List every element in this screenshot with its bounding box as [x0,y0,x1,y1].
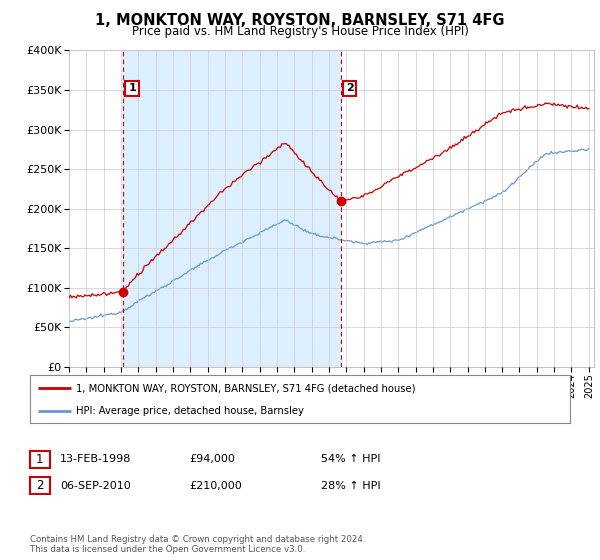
Text: 1: 1 [36,452,44,466]
Text: £210,000: £210,000 [189,480,242,491]
Text: Price paid vs. HM Land Registry's House Price Index (HPI): Price paid vs. HM Land Registry's House … [131,25,469,38]
Text: This data is licensed under the Open Government Licence v3.0.: This data is licensed under the Open Gov… [30,545,305,554]
Bar [123,50,341,367]
Text: 54% ↑ HPI: 54% ↑ HPI [321,454,380,464]
Text: 28% ↑ HPI: 28% ↑ HPI [321,480,380,491]
Text: 1: 1 [128,83,136,94]
Text: 13-FEB-1998: 13-FEB-1998 [60,454,131,464]
Text: 2: 2 [36,479,44,492]
Text: 1, MONKTON WAY, ROYSTON, BARNSLEY, S71 4FG: 1, MONKTON WAY, ROYSTON, BARNSLEY, S71 4… [95,13,505,28]
Text: £94,000: £94,000 [189,454,235,464]
Text: Contains HM Land Registry data © Crown copyright and database right 2024.: Contains HM Land Registry data © Crown c… [30,535,365,544]
Text: 1, MONKTON WAY, ROYSTON, BARNSLEY, S71 4FG (detached house): 1, MONKTON WAY, ROYSTON, BARNSLEY, S71 4… [76,383,415,393]
Text: HPI: Average price, detached house, Barnsley: HPI: Average price, detached house, Barn… [76,406,304,416]
Text: 06-SEP-2010: 06-SEP-2010 [60,480,131,491]
Text: 2: 2 [346,83,353,94]
